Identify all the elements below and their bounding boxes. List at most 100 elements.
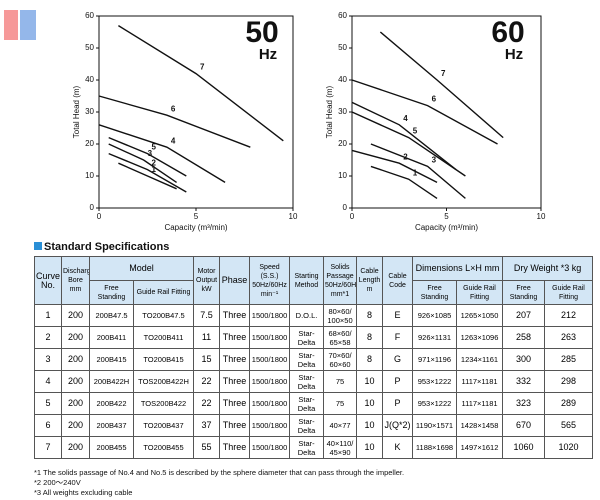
curve-label: 4 [171, 136, 176, 145]
table-cell: 926×1085 [412, 304, 458, 327]
header-cell: Motor Output kW [193, 256, 221, 305]
table-cell: 298 [544, 370, 594, 393]
curve-label: 3 [148, 149, 153, 158]
chart-title: 60 [491, 16, 524, 49]
table-row: 4 200 200B422H TOS200B422H 22 Three 1500/1800 S… [34, 370, 594, 393]
pump-curve [370, 143, 466, 199]
pump-curve [98, 124, 226, 183]
table-cell: 200 [61, 304, 90, 327]
table-row: 3 200 200B415 TO200B415 15 Three 1500/1800 Star… [34, 348, 594, 371]
pump-curve [351, 111, 466, 177]
table-cell: 1 [34, 304, 62, 327]
table-cell: 1500/1800 [249, 436, 291, 459]
table-cell: 200 [61, 370, 90, 393]
pump-curve [351, 149, 438, 184]
footnotes: *1 The solids passage of No.4 and No.5 i… [34, 468, 404, 498]
table-cell: 40×110/ 45×90 [323, 436, 358, 459]
table-cell: TO200B437 [132, 414, 195, 437]
logo [20, 10, 36, 40]
header-cell: Guide Rail Fitting [544, 280, 594, 305]
pump-curve [351, 79, 498, 145]
y-tick-label: 20 [85, 139, 94, 148]
table-cell: 200B422H [89, 370, 134, 393]
table-cell: 8 [356, 348, 384, 371]
table-cell: 6 [34, 414, 62, 437]
header-cell: Cable Length m [356, 256, 384, 305]
table-cell: 200 [61, 326, 90, 349]
table-cell: 207 [502, 304, 546, 327]
chart-subtitle: Hz [505, 46, 523, 63]
header-cell: Free Standing [89, 280, 134, 305]
pump-curve [108, 152, 187, 193]
table-cell: TOS200B422H [132, 370, 195, 393]
section-title-text: Standard Specifications [44, 241, 170, 253]
table-cell: J(Q*2) [382, 414, 414, 437]
curve-label: 3 [432, 156, 437, 165]
table-cell: 11 [193, 326, 221, 349]
x-tick-label: 10 [537, 212, 546, 221]
header-cell: Guide Rail Fitting [132, 280, 195, 305]
curve-label: 6 [432, 95, 437, 104]
table-cell: 8 [356, 304, 384, 327]
section-title: Standard Specifications [34, 241, 169, 253]
table-cell: Star-Delta [289, 370, 325, 393]
table-row: 2 200 200B411 TO200B411 11 Three 1500/1800 Star… [34, 326, 594, 349]
table-cell: 670 [502, 414, 546, 437]
curve-label: 2 [403, 152, 408, 161]
table-cell: 1234×1161 [456, 348, 504, 371]
table-cell: Star-Delta [289, 348, 325, 371]
y-tick-label: 50 [85, 43, 94, 52]
y-tick-label: 30 [85, 107, 94, 116]
y-tick-label: 10 [85, 171, 94, 180]
y-tick-label: 60 [338, 11, 347, 20]
table-cell: 953×1222 [412, 392, 458, 415]
table-cell: 70×60/ 60×60 [323, 348, 358, 371]
table-cell: 10 [356, 370, 384, 393]
table-cell: 285 [544, 348, 594, 371]
table-cell: 1500/1800 [249, 414, 291, 437]
table-cell: 7 [34, 436, 62, 459]
table-cell: 200B455 [89, 436, 134, 459]
table-cell: 4 [34, 370, 62, 393]
header-cell: Phase [219, 256, 251, 305]
table-cell: 1500/1800 [249, 304, 291, 327]
y-tick-label: 0 [90, 203, 95, 212]
table-cell: 289 [544, 392, 594, 415]
table-body: 1 200 200B47.5 TO200B47.5 7.5 Three 1500/1800 D… [34, 304, 594, 459]
table-cell: E [382, 304, 414, 327]
pump-curve [108, 136, 187, 177]
table-row: 1 200 200B47.5 TO200B47.5 7.5 Three 1500/1800 D… [34, 304, 594, 327]
table-cell: 5 [34, 392, 62, 415]
footnote: *1 The solids passage of No.4 and No.5 i… [34, 468, 405, 477]
header-cell: Cable Code [382, 256, 414, 305]
header-cell: Guide Rail Fitting [456, 280, 504, 305]
chart-title: 50 [245, 16, 278, 49]
y-tick-label: 10 [338, 171, 347, 180]
table-cell: 8 [356, 326, 384, 349]
table-cell: Star-Delta [289, 436, 325, 459]
x-tick-label: 0 [97, 212, 102, 221]
x-axis-label: Capacity (m³/min) [164, 223, 227, 232]
table-cell: 10 [356, 436, 384, 459]
y-tick-label: 0 [343, 203, 348, 212]
table-cell: Star-Delta [289, 326, 325, 349]
table-cell: P [382, 392, 414, 415]
table-cell: 1263×1096 [456, 326, 504, 349]
table-cell: 3 [34, 348, 62, 371]
table-cell: 200B422 [89, 392, 134, 415]
spec-table: Curve No. Discharge Bore mm Model Motor … [34, 256, 594, 459]
pump-curve [118, 25, 284, 142]
table-cell: K [382, 436, 414, 459]
table-cell: 37 [193, 414, 221, 437]
curve-label: 5 [413, 127, 418, 136]
table-cell: Star-Delta [289, 392, 325, 415]
table-row: 7 200 200B455 TO200B455 55 Three 1500/1800 Star… [34, 436, 594, 459]
y-axis-label: Total Head (m) [325, 85, 334, 138]
curve-label: 6 [171, 104, 176, 113]
pump-curve [379, 31, 504, 139]
table-cell: TO200B455 [132, 436, 195, 459]
table-cell: 200B437 [89, 414, 134, 437]
pump-curve [118, 162, 177, 190]
table-cell: 55 [193, 436, 221, 459]
